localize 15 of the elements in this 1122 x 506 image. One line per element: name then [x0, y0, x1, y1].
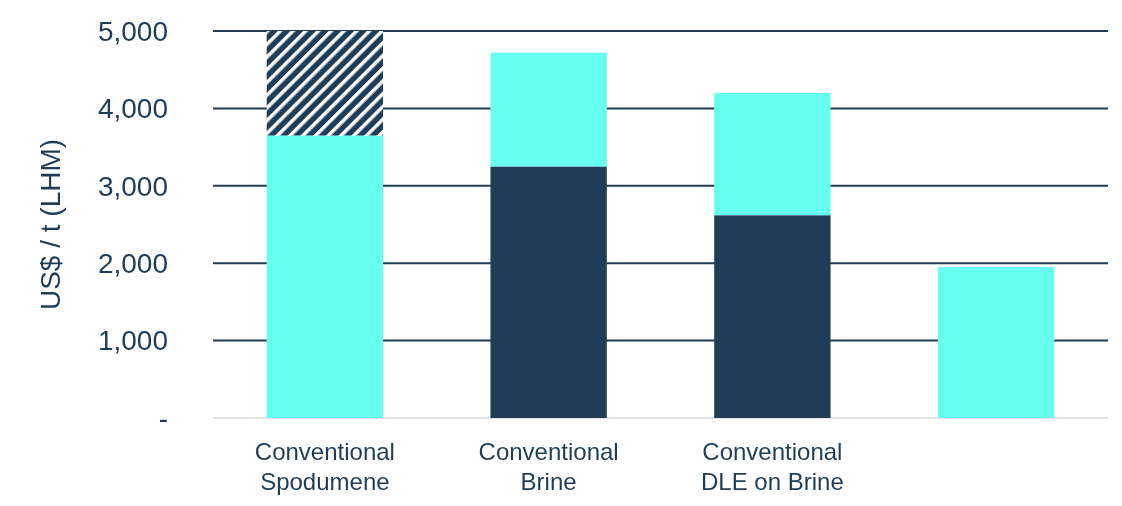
- bar: [490, 52, 607, 167]
- x-tick-label: Conventional DLE on Brine: [701, 438, 844, 495]
- y-tick-label: 3,000: [97, 170, 168, 202]
- bar: [266, 135, 384, 418]
- bar: [937, 267, 1055, 418]
- y-tick-label: 4,000: [97, 93, 168, 125]
- bar: [266, 31, 384, 136]
- y-tick-label: -: [158, 402, 168, 434]
- y-tick-label: 1,000: [97, 325, 168, 357]
- y-axis-title: US$ / t (LHM): [35, 138, 66, 311]
- x-tick-label: Conventional Spodumene: [254, 438, 395, 495]
- y-tick-label: 2,000: [97, 248, 168, 279]
- bar: [714, 92, 831, 216]
- x-tick-label: Conventional Brine: [478, 438, 619, 495]
- y-tick-label: 5,000: [97, 15, 168, 47]
